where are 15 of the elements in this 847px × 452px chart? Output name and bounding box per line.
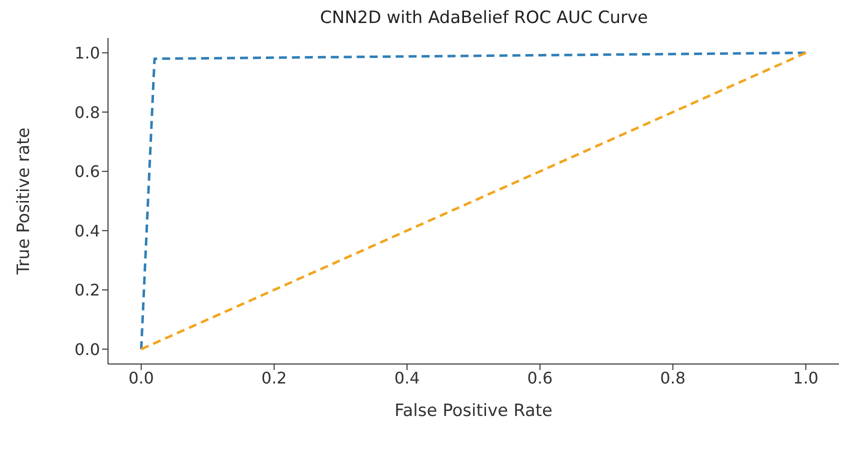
y-tick-label: 1.0	[74, 44, 100, 62]
y-axis-title: True Positive rate	[14, 128, 34, 276]
x-tick-label: 1.0	[793, 368, 818, 388]
x-tick-label: 0.6	[527, 368, 553, 388]
x-tick-label: 0.4	[394, 368, 420, 388]
x-axis-title: False Positive Rate	[394, 401, 552, 421]
x-tick-label: 0.2	[261, 368, 287, 388]
y-tick-label: 0.0	[74, 340, 100, 359]
y-tick-label: 0.4	[74, 221, 100, 240]
y-tick-label: 0.6	[74, 162, 100, 182]
y-tick-label: 0.8	[74, 102, 100, 122]
y-tick-label: 0.2	[74, 280, 100, 300]
chart-title: CNN2D with AdaBelief ROC AUC Curve	[318, 8, 649, 28]
x-tick-label: 0.0	[128, 368, 154, 388]
x-tick-label: 0.8	[660, 368, 686, 388]
